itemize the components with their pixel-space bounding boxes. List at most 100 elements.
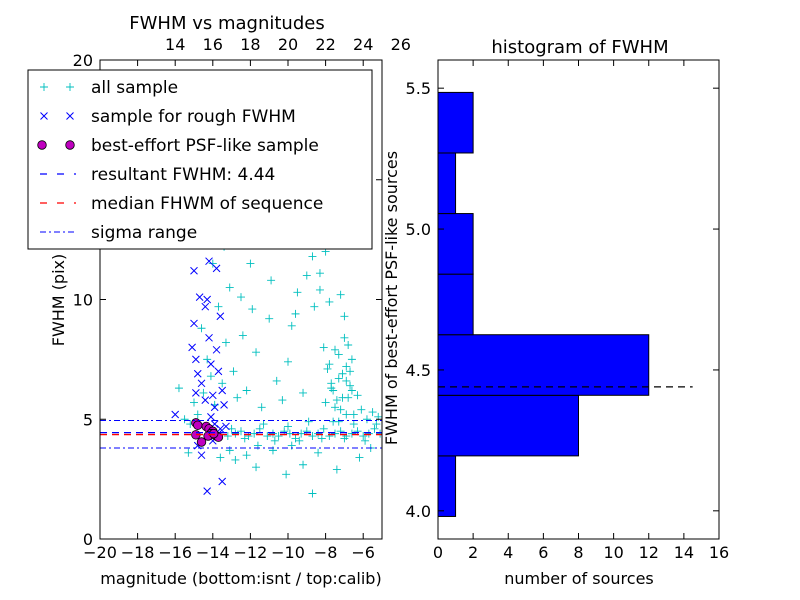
legend-marker-best [37, 140, 47, 150]
all-sample-point [340, 312, 349, 321]
all-sample-point [314, 429, 323, 438]
all-sample-point [346, 367, 355, 376]
rough-sample-point [195, 293, 204, 301]
legend-entries: all sample sample for rough FWHM best-effo… [37, 78, 323, 243]
histogram-bar [437, 152, 457, 215]
rough-sample-point [201, 396, 210, 404]
scatter-x-axis: −20 −18 −16 −14 −12 −10 −8 −6 [83, 60, 375, 562]
x-tick-label: −8 [314, 543, 338, 562]
x-tick-label: −20 [83, 543, 117, 562]
scatter-top-axis: 14 16 18 20 22 24 26 [165, 35, 411, 54]
rough-sample-point [218, 386, 227, 395]
rough-sample-point [203, 487, 212, 495]
all-sample-point [203, 355, 212, 364]
rough-sample-point [192, 389, 200, 397]
all-sample-point [321, 398, 330, 407]
all-sample-point [342, 376, 351, 385]
legend-marker-best [65, 140, 75, 150]
all-sample-point [338, 369, 347, 378]
all-sample-point [263, 432, 272, 441]
histogram-bar [437, 273, 474, 336]
all-sample-point [336, 405, 345, 414]
rough-sample-point [212, 264, 221, 273]
legend-marker-rough [40, 112, 48, 120]
all-sample-point [174, 384, 183, 393]
scatter-y-label: FWHM (pix) [49, 254, 68, 347]
all-sample-point [347, 386, 356, 395]
all-sample-point [225, 283, 234, 292]
all-sample-point [265, 314, 274, 323]
rough-sample-point [188, 343, 196, 352]
all-sample-point [237, 293, 245, 302]
all-sample-point [299, 460, 308, 469]
all-sample-point [285, 429, 294, 438]
all-sample-point [308, 489, 317, 498]
all-sample-point [323, 364, 332, 373]
all-sample-point [357, 405, 366, 414]
all-sample-point [252, 348, 261, 357]
top-tick-label: 18 [240, 35, 260, 54]
hist-y-tick-label: 4.5 [406, 361, 431, 380]
all-sample-point [329, 386, 338, 395]
rough-sample-point [190, 266, 198, 275]
all-sample-point [314, 448, 323, 457]
top-tick-label: 24 [353, 35, 373, 54]
legend-label: resultant FWHM: 4.44 [91, 165, 275, 185]
hist-x-tick-label: 0 [433, 543, 443, 562]
rough-sample-point [222, 422, 230, 431]
histogram-y-label: FWHM of best-effort PSF-like sources [382, 151, 401, 445]
histogram-bar [437, 394, 579, 457]
all-sample-point [184, 448, 193, 457]
rough-sample-point [207, 360, 215, 369]
rough-sample-point [192, 355, 200, 364]
all-sample-point [368, 408, 377, 417]
all-sample-point [370, 424, 379, 433]
hist-x-tick-label: 14 [674, 543, 694, 562]
hist-y-tick-label: 5.0 [406, 220, 431, 239]
all-sample-point [349, 410, 358, 419]
scatter-x-label: magnitude (bottom:isnt / top:calib) [100, 569, 381, 588]
rough-sample-point [218, 477, 227, 486]
all-sample-point [257, 403, 266, 412]
all-sample-point [359, 432, 368, 441]
all-sample-point [353, 391, 362, 400]
all-sample-point [334, 417, 343, 426]
all-sample-point [223, 432, 232, 441]
all-sample-point [319, 424, 328, 433]
all-sample-point [268, 429, 277, 438]
all-sample-point [344, 341, 353, 350]
all-sample-point [376, 429, 382, 438]
all-sample-point [221, 338, 230, 347]
all-sample-point [240, 434, 249, 443]
y-tick-label: 0 [83, 530, 93, 549]
all-sample-point [308, 432, 317, 441]
hist-x-tick-label: 8 [573, 543, 583, 562]
all-sample-point [295, 436, 304, 445]
rough-sample-point [197, 379, 206, 388]
all-sample-point [218, 379, 227, 388]
all-sample-point [364, 429, 373, 438]
rough-sample-point [207, 413, 215, 421]
histogram-bars-layer [437, 91, 650, 517]
all-sample-point [231, 429, 240, 438]
top-tick-label: 20 [278, 35, 298, 54]
best-effort-point [196, 437, 207, 447]
rough-sample-point [214, 367, 223, 376]
all-sample-point [334, 374, 343, 383]
all-sample-point [214, 302, 223, 311]
all-sample-point [308, 252, 317, 261]
rough-sample-point [203, 295, 212, 304]
all-sample-point [291, 309, 300, 318]
all-sample-point [342, 410, 351, 419]
all-sample-point [334, 350, 343, 359]
rough-sample-point [205, 333, 213, 342]
all-sample-point [336, 290, 345, 299]
all-sample-point [284, 357, 292, 366]
top-tick-label: 26 [391, 35, 411, 54]
hist-y-tick-label: 5.5 [406, 79, 431, 98]
all-sample-point [208, 259, 217, 268]
all-sample-point [302, 271, 311, 280]
all-sample-point [362, 415, 371, 424]
all-sample-point [233, 393, 242, 402]
